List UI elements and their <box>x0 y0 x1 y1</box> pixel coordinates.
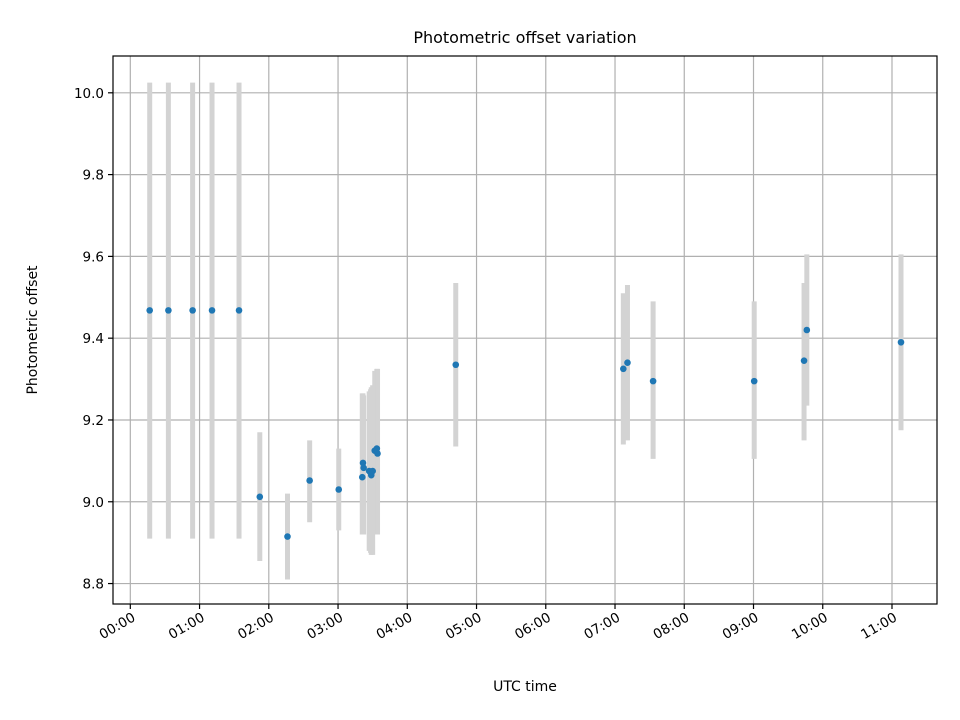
data-point <box>165 307 172 314</box>
data-point <box>624 359 631 367</box>
y-tick-label: 10.0 <box>74 86 104 102</box>
data-point <box>373 445 381 452</box>
data-point <box>358 473 366 481</box>
data-point <box>897 338 905 346</box>
data-point <box>235 307 243 314</box>
data-point <box>800 357 808 364</box>
data-point <box>803 326 811 334</box>
y-axis-ticks: 8.8 9.0 9.2 9.4 9.6 9.8 10.0 <box>74 86 113 593</box>
y-tick-label: 9.2 <box>83 413 104 429</box>
data-point <box>306 477 313 484</box>
y-tick-label: 8.8 <box>83 577 104 593</box>
data-point <box>374 450 381 457</box>
y-tick-label: 9.4 <box>83 331 104 347</box>
data-point <box>146 307 153 314</box>
y-tick-label: 9.8 <box>83 168 104 184</box>
y-axis-label: Photometric offset <box>25 265 41 395</box>
data-point <box>369 467 376 475</box>
y-tick-label: 9.0 <box>83 495 104 511</box>
data-point <box>620 365 627 373</box>
x-axis-label: UTC time <box>493 679 557 695</box>
y-tick-label: 9.6 <box>83 249 104 265</box>
grid <box>113 56 937 604</box>
data-point <box>284 533 291 540</box>
data-point <box>359 459 367 467</box>
plot-frame <box>112 55 938 605</box>
data-point <box>335 486 343 493</box>
data-point <box>208 307 216 314</box>
data-points <box>146 307 905 540</box>
chart-title: Photometric offset variation <box>413 28 636 47</box>
data-point <box>256 493 264 501</box>
data-point <box>189 307 196 314</box>
data-point <box>750 377 758 385</box>
data-point <box>452 361 460 369</box>
data-point <box>360 464 367 472</box>
data-point <box>649 377 657 385</box>
